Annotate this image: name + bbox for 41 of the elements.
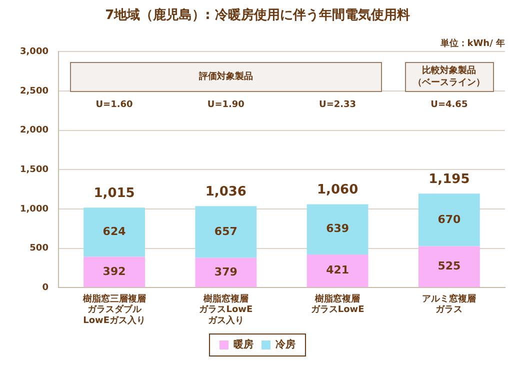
annotation: U=2.33 (319, 100, 356, 110)
total-label: 1,060 (316, 182, 358, 198)
text: 単位：kWh/ 年 (439, 38, 505, 49)
annotation: U=1.90 (207, 100, 244, 110)
annotation: U=4.65 (430, 100, 468, 110)
data-label: 392 (102, 264, 126, 278)
y-tick-label: 3,000 (20, 46, 48, 57)
legend-label: 冷房 (276, 338, 296, 351)
bar (306, 254, 368, 288)
caption-box: 比較対象製品（ベースライン） (404, 62, 494, 92)
total-label: 1,015 (94, 186, 135, 202)
legend-label: 暖房 (234, 338, 254, 351)
bar (195, 206, 257, 258)
data-label: 379 (214, 265, 238, 278)
y-tick-label: 2,000 (20, 126, 48, 136)
data-label: 421 (326, 264, 350, 277)
annotation: U=1.60 (96, 100, 133, 110)
y-tick-label: 2,500 (20, 86, 48, 96)
caption-box: 評価対象製品 (70, 62, 382, 92)
bar (195, 258, 257, 288)
data-label: 670 (438, 212, 462, 226)
bar (418, 246, 480, 288)
bar (84, 208, 145, 257)
x-tick-label: 樹脂窓複層ガラスLowEガス入り (199, 293, 253, 326)
data-label: 525 (438, 260, 461, 273)
y-tick-label: 500 (30, 244, 48, 254)
data-label: 624 (102, 225, 126, 238)
chart-title: 7地域（鹿児島）: 冷暖房使用に伴う年間電気使用料 (105, 7, 410, 24)
bar (84, 256, 145, 288)
data-label: 639 (326, 222, 350, 236)
total-label: 1,036 (205, 184, 246, 200)
bar (306, 204, 368, 254)
x-tick-label: 樹脂窓複層ガラスLowE (310, 293, 364, 316)
bar (418, 194, 480, 246)
y-tick-label: 0 (42, 282, 48, 293)
y-tick-label: 1,500 (20, 164, 48, 175)
x-tick-label: 樹脂窓三層複層ガラスダブル LowEガス入り (82, 293, 146, 326)
x-tick-label: アルミ窓複層ガラス (422, 293, 476, 316)
y-tick-label: 1,000 (20, 204, 48, 214)
data-label: 657 (214, 224, 238, 238)
total-label: 1,195 (428, 172, 470, 187)
